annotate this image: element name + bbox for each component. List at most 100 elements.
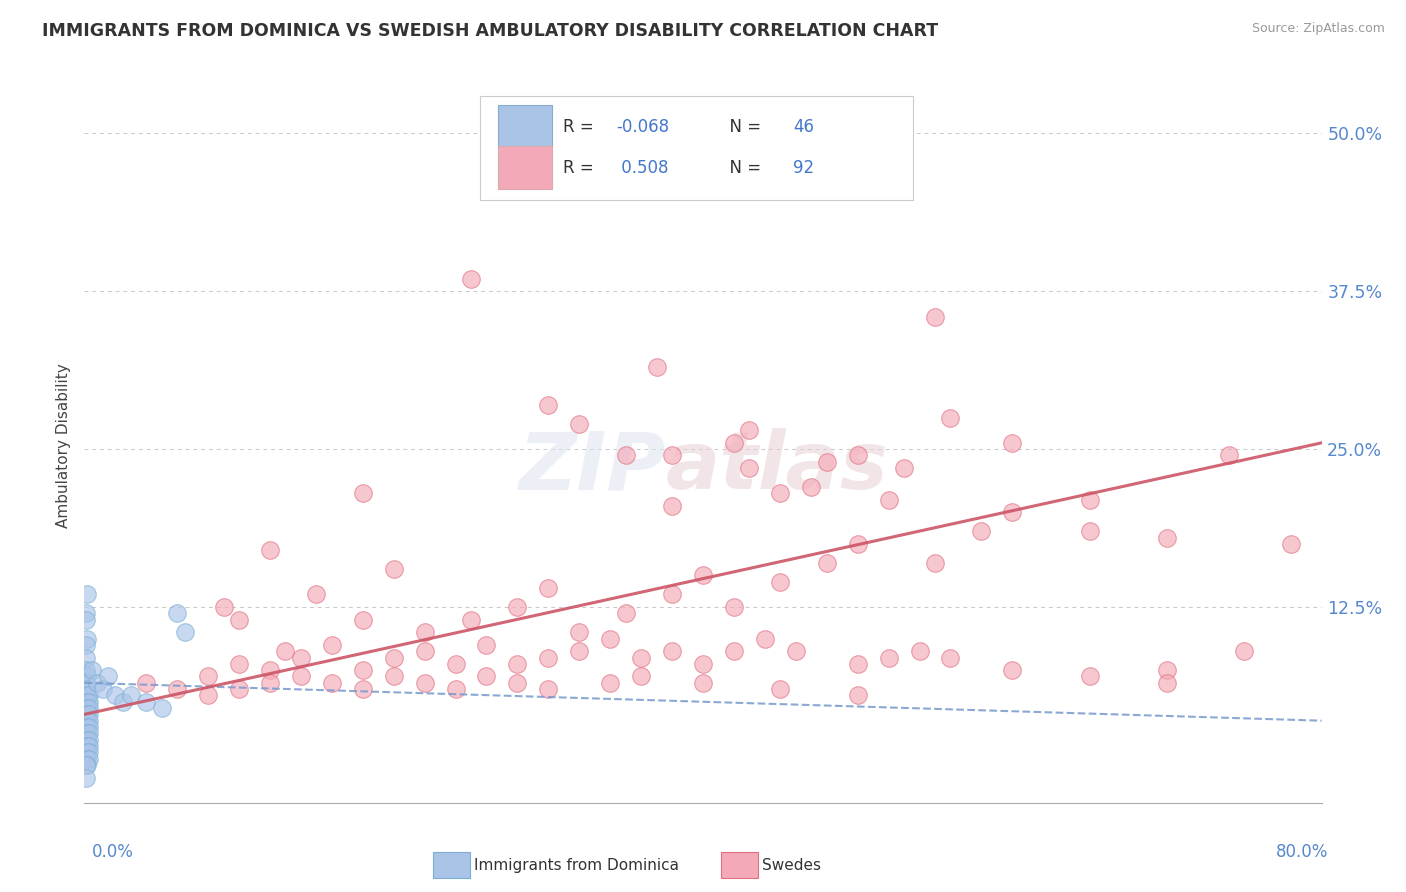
Text: N =: N = bbox=[718, 118, 766, 136]
Point bbox=[77, 695, 100, 709]
Point bbox=[846, 537, 869, 551]
Point bbox=[228, 657, 250, 671]
Point bbox=[769, 486, 792, 500]
Point bbox=[228, 682, 250, 697]
Point bbox=[506, 675, 529, 690]
Point bbox=[290, 650, 312, 665]
Point bbox=[893, 461, 915, 475]
Point bbox=[76, 739, 98, 753]
Point bbox=[75, 771, 97, 785]
Point bbox=[1279, 537, 1302, 551]
Point bbox=[661, 644, 683, 658]
Point bbox=[1218, 449, 1240, 463]
Point bbox=[939, 650, 962, 665]
Point bbox=[630, 650, 652, 665]
Point bbox=[645, 360, 668, 375]
Point bbox=[290, 669, 312, 683]
Point bbox=[259, 663, 281, 677]
Point bbox=[1078, 524, 1101, 539]
FancyBboxPatch shape bbox=[481, 96, 914, 200]
Point bbox=[800, 480, 823, 494]
Point bbox=[444, 682, 467, 697]
Point bbox=[1078, 669, 1101, 683]
Point bbox=[769, 574, 792, 589]
Point bbox=[1078, 492, 1101, 507]
Point bbox=[259, 543, 281, 558]
Point bbox=[76, 632, 98, 646]
Text: 0.0%: 0.0% bbox=[91, 843, 134, 861]
Point bbox=[82, 663, 104, 677]
Point bbox=[321, 638, 343, 652]
Point bbox=[537, 682, 560, 697]
Point bbox=[97, 669, 120, 683]
Text: 80.0%: 80.0% bbox=[1277, 843, 1329, 861]
Point bbox=[506, 657, 529, 671]
Point bbox=[475, 669, 498, 683]
Text: R =: R = bbox=[564, 118, 599, 136]
Point bbox=[815, 556, 838, 570]
Point bbox=[197, 689, 219, 703]
Point bbox=[77, 751, 100, 765]
Point bbox=[413, 625, 436, 640]
Point bbox=[661, 587, 683, 601]
Point bbox=[475, 638, 498, 652]
Point bbox=[76, 669, 98, 683]
Point bbox=[76, 714, 98, 728]
Point bbox=[77, 714, 100, 728]
Point bbox=[259, 675, 281, 690]
Point bbox=[112, 695, 135, 709]
Point bbox=[75, 675, 97, 690]
Point bbox=[599, 675, 621, 690]
Point bbox=[537, 581, 560, 595]
Point bbox=[76, 726, 98, 740]
Y-axis label: Ambulatory Disability: Ambulatory Disability bbox=[56, 364, 72, 528]
Point bbox=[75, 613, 97, 627]
Point bbox=[568, 625, 591, 640]
Point bbox=[692, 152, 714, 166]
Point bbox=[76, 587, 98, 601]
Point bbox=[723, 435, 745, 450]
Point bbox=[661, 449, 683, 463]
Point bbox=[1156, 663, 1178, 677]
Point bbox=[274, 644, 297, 658]
Text: -0.068: -0.068 bbox=[616, 118, 669, 136]
Point bbox=[76, 689, 98, 703]
Point bbox=[537, 398, 560, 412]
Point bbox=[77, 739, 100, 753]
Point bbox=[460, 613, 482, 627]
Point bbox=[568, 417, 591, 431]
Text: Immigrants from Dominica: Immigrants from Dominica bbox=[474, 858, 679, 872]
Point bbox=[91, 682, 114, 697]
Text: ZIP: ZIP bbox=[519, 428, 666, 507]
Point bbox=[723, 600, 745, 615]
Point bbox=[815, 455, 838, 469]
Point bbox=[76, 732, 98, 747]
Point bbox=[197, 669, 219, 683]
Point bbox=[77, 726, 100, 740]
Point bbox=[77, 707, 100, 722]
Point bbox=[76, 751, 98, 765]
Point bbox=[75, 638, 97, 652]
Point bbox=[382, 562, 405, 576]
Point bbox=[1001, 435, 1024, 450]
Point bbox=[908, 644, 931, 658]
Point bbox=[413, 644, 436, 658]
Text: 46: 46 bbox=[793, 118, 814, 136]
Point bbox=[75, 758, 97, 772]
Point bbox=[738, 423, 761, 437]
Point bbox=[846, 689, 869, 703]
Text: R =: R = bbox=[564, 159, 599, 177]
Point bbox=[76, 720, 98, 734]
Point bbox=[352, 682, 374, 697]
Point bbox=[212, 600, 235, 615]
Point bbox=[174, 625, 197, 640]
Point bbox=[135, 675, 157, 690]
Point bbox=[769, 682, 792, 697]
Point bbox=[76, 701, 98, 715]
Point bbox=[75, 663, 97, 677]
Point bbox=[692, 657, 714, 671]
Point bbox=[75, 650, 97, 665]
Point bbox=[77, 745, 100, 759]
Point bbox=[846, 657, 869, 671]
Text: 92: 92 bbox=[793, 159, 814, 177]
